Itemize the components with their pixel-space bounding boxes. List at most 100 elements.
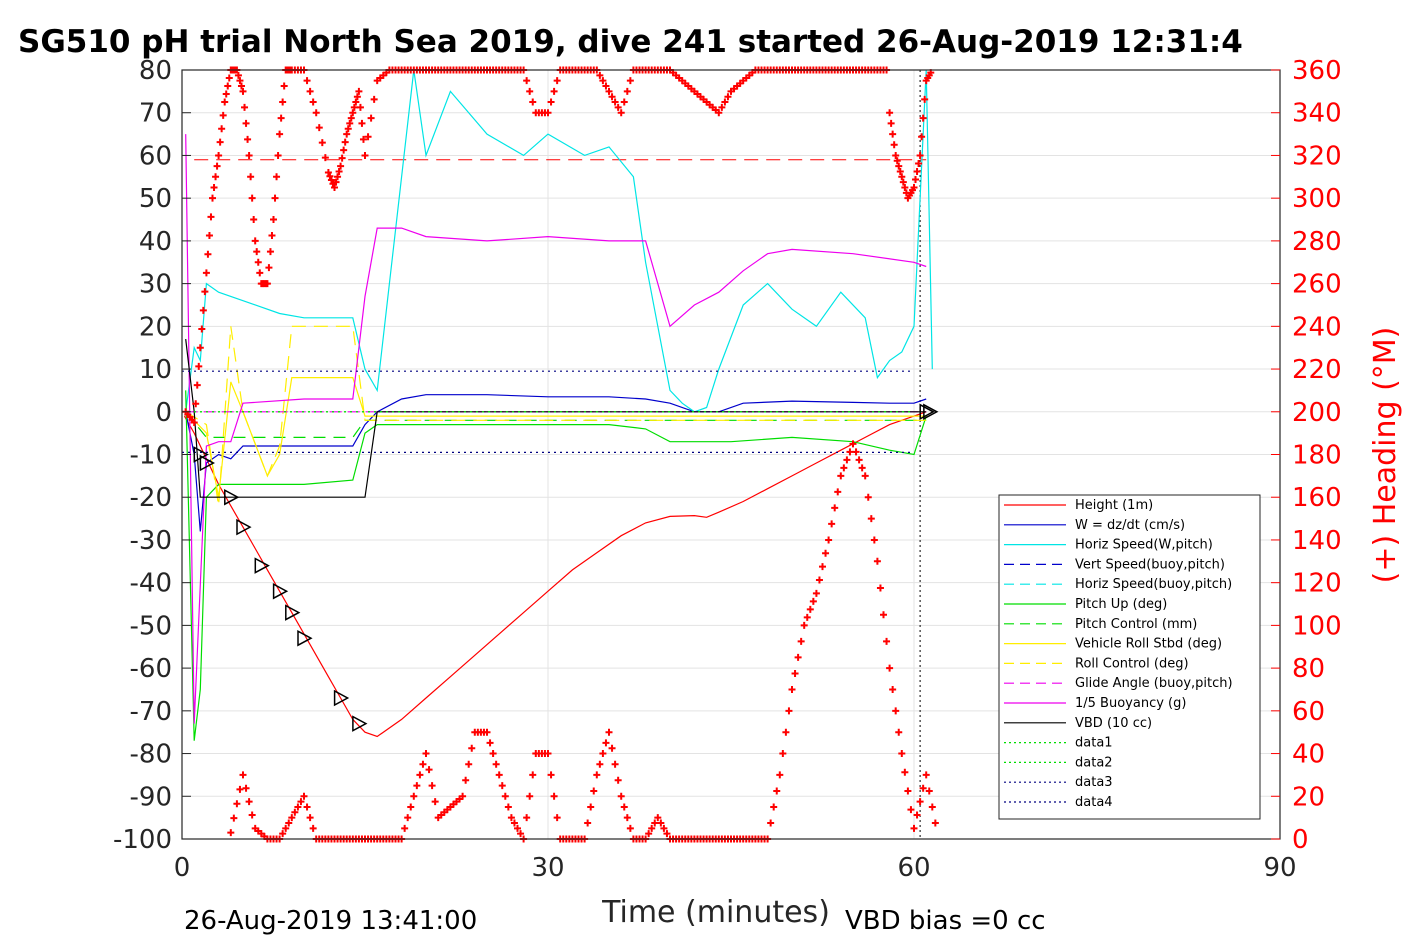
- heading-point: [895, 162, 903, 170]
- heading-point: [251, 237, 259, 245]
- heading-point: [599, 750, 607, 758]
- heading-point: [327, 176, 335, 184]
- heading-point: [767, 819, 775, 827]
- heading-point: [886, 664, 894, 672]
- heading-point: [608, 744, 616, 752]
- heading-point: [544, 109, 552, 117]
- right-axis-label: (+) Heading (°M): [1368, 327, 1403, 584]
- heading-point: [870, 536, 878, 544]
- heading-point: [346, 119, 354, 127]
- x-tick-label: 0: [174, 853, 191, 883]
- heading-point: [893, 157, 901, 165]
- heading-point: [274, 151, 282, 159]
- heading-point: [919, 784, 927, 792]
- heading-point: [318, 139, 326, 147]
- heading-point: [611, 760, 619, 768]
- heading-point: [356, 103, 364, 111]
- right-tick-label: 340: [1292, 99, 1342, 129]
- right-tick-label: 240: [1292, 312, 1342, 342]
- legend-label: VBD (10 cc): [1075, 716, 1152, 731]
- series-buoy: [185, 134, 927, 724]
- heading-point: [892, 151, 900, 159]
- y-tick-label: 0: [155, 398, 172, 428]
- heading-point: [523, 814, 531, 822]
- depth-marker: [352, 715, 368, 732]
- heading-point: [343, 130, 351, 138]
- heading-point: [645, 830, 653, 838]
- heading-point: [195, 362, 203, 370]
- depth-marker: [333, 689, 350, 707]
- heading-point: [370, 95, 378, 103]
- heading-point: [218, 125, 226, 133]
- heading-point: [404, 814, 412, 822]
- heading-point: [599, 77, 607, 85]
- series-w: [185, 394, 927, 532]
- heading-point: [910, 824, 918, 832]
- heading-point: [224, 82, 232, 90]
- depth-marker: [236, 518, 252, 536]
- heading-point: [338, 154, 346, 162]
- y-tick-label: -20: [130, 483, 172, 513]
- heading-point: [492, 760, 500, 768]
- heading-point: [843, 456, 851, 464]
- heading-point: [303, 77, 311, 85]
- heading-point: [236, 785, 244, 793]
- heading-point: [324, 169, 332, 177]
- heading-point: [602, 739, 610, 747]
- heading-point: [898, 173, 906, 181]
- heading-point: [219, 111, 227, 119]
- heading-point: [201, 288, 209, 296]
- heading-point: [819, 563, 826, 571]
- heading-point: [921, 95, 929, 103]
- heading-point: [855, 456, 863, 464]
- heading-point: [315, 124, 323, 132]
- heading-point: [239, 87, 247, 95]
- heading-point: [864, 493, 872, 501]
- heading-point: [785, 707, 793, 715]
- heading-point: [779, 750, 787, 758]
- heading-point: [205, 232, 213, 240]
- heading-point: [419, 760, 427, 768]
- heading-point: [550, 87, 558, 95]
- right-tick-label: 20: [1292, 782, 1325, 812]
- right-tick-label: 100: [1292, 611, 1342, 641]
- heading-point: [547, 771, 555, 779]
- depth-marker: [199, 454, 215, 472]
- heading-point: [887, 119, 895, 127]
- heading-point: [834, 488, 842, 496]
- heading-point: [904, 787, 912, 795]
- heading-point: [803, 613, 811, 621]
- heading-point: [256, 269, 264, 277]
- heading-point: [617, 792, 625, 800]
- legend-label: Vehicle Roll Stbd (deg): [1075, 637, 1222, 652]
- heading-point: [332, 178, 340, 186]
- heading-point: [285, 819, 293, 827]
- footer-vbd-bias: VBD bias =0 cc: [845, 906, 1046, 936]
- right-tick-label: 80: [1292, 654, 1325, 684]
- heading-point: [806, 605, 814, 613]
- heading-point: [925, 787, 933, 795]
- heading-point: [918, 133, 926, 141]
- heading-point: [241, 103, 249, 111]
- heading-point: [277, 114, 285, 122]
- heading-point: [648, 824, 656, 832]
- heading-point: [234, 71, 242, 79]
- heading-point: [896, 167, 904, 175]
- heading-point: [282, 824, 290, 832]
- heading-point: [507, 814, 515, 822]
- depth-marker: [919, 403, 935, 421]
- heading-point: [797, 637, 805, 645]
- y-tick-label: -70: [130, 697, 172, 727]
- heading-point: [770, 803, 778, 811]
- heading-point: [912, 175, 920, 183]
- heading-point: [602, 82, 610, 90]
- heading-point: [306, 814, 314, 822]
- heading-point: [355, 87, 363, 95]
- heading-point: [828, 520, 836, 528]
- heading-point: [401, 824, 409, 832]
- series-hspeed: [185, 69, 933, 413]
- series-heading: [182, 66, 891, 426]
- heading-point: [715, 109, 723, 117]
- heading-point: [907, 806, 915, 814]
- x-tick-label: 90: [1263, 853, 1296, 883]
